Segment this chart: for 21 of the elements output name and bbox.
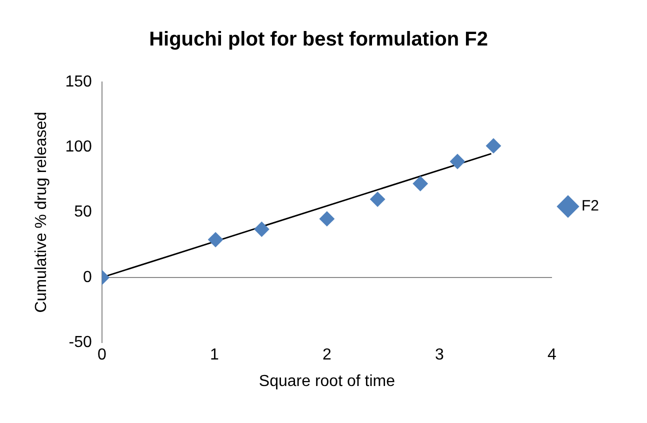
point: [208, 232, 224, 248]
point: [319, 211, 334, 226]
point: [254, 222, 270, 237]
y-tick-label: 150: [65, 73, 92, 90]
x-tick-label: 0: [97, 346, 106, 364]
point: [486, 138, 501, 154]
y-axis-title: Cumulative % drug released: [33, 112, 50, 313]
point: [412, 176, 428, 192]
point: [450, 154, 465, 169]
chart-title: Higuchi plot for best formulation F2: [149, 28, 488, 51]
x-axis-title: Square root of time: [258, 372, 396, 390]
x-tick-label: 1: [210, 346, 219, 364]
x-tick-label: 3: [435, 346, 444, 364]
x-tick-label: 4: [548, 346, 557, 364]
y-tick-label: 50: [74, 204, 92, 221]
y-tick-label: -50: [68, 334, 92, 352]
x-tick-label: 2: [322, 346, 332, 364]
y-tick-label: 0: [82, 268, 92, 286]
y-tick-label: 100: [65, 138, 92, 156]
legend-label: F2: [581, 198, 600, 215]
point: [370, 192, 386, 207]
